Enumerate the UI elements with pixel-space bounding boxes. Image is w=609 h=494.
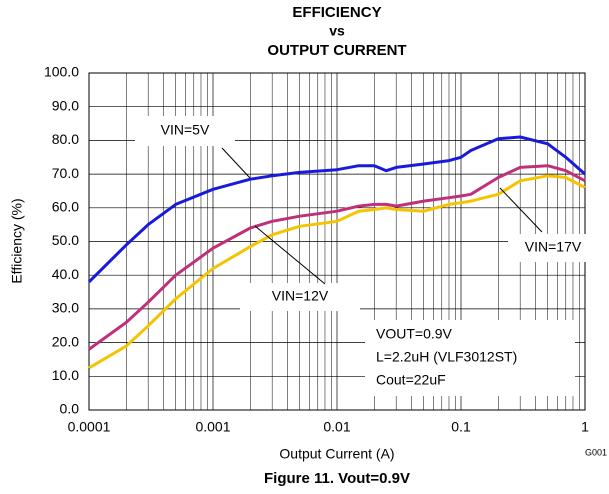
x-tick-label: 0.0001	[68, 419, 111, 435]
y-tick-label: 80.0	[52, 131, 79, 147]
x-axis-label: Output Current (A)	[279, 446, 394, 462]
y-tick-label: 60.0	[52, 199, 79, 215]
label-box	[508, 234, 588, 262]
arrow	[221, 147, 251, 179]
y-tick-label: 10.0	[52, 367, 79, 383]
y-tick-label: 100.0	[44, 64, 79, 80]
arrow	[254, 225, 326, 285]
x-tick-label: 0.001	[195, 419, 230, 435]
note-box	[365, 320, 575, 396]
caption: Figure 11. Vout=0.9V	[264, 470, 410, 487]
x-tick-label: 0.01	[323, 419, 350, 435]
series-annotation: VIN=5V	[161, 122, 210, 138]
x-tick-label: 1	[581, 419, 589, 435]
annotations: VIN=5V VIN=12V VIN=17V VOUT=0.9V L=2.2uH…	[135, 116, 588, 396]
y-tick-label: 90.0	[52, 97, 79, 113]
note: Cout=22uF	[376, 372, 446, 388]
y-axis-label: Efficiency (%)	[9, 198, 25, 283]
series-annotation: VIN=17V	[525, 239, 582, 255]
chart-title: EFFICIENCY	[292, 4, 381, 21]
note: VOUT=0.9V	[376, 326, 453, 342]
series-annotation: VIN=12V	[272, 288, 329, 304]
chart-title: OUTPUT CURRENT	[267, 42, 406, 59]
label-box	[135, 116, 235, 146]
y-tick-label: 40.0	[52, 266, 79, 282]
series-line	[87, 135, 586, 283]
y-tick-label: 70.0	[52, 165, 79, 181]
y-tick-label: 50.0	[52, 232, 79, 248]
series-line	[88, 174, 586, 370]
y-tick-label: 20.0	[52, 333, 79, 349]
plot-area: 0.010.020.030.040.050.060.070.080.090.01…	[44, 64, 589, 435]
figure-id: G001	[585, 447, 607, 457]
x-tick-label: 0.1	[451, 419, 471, 435]
label-box	[240, 283, 360, 311]
chart-title: vs	[329, 23, 345, 39]
y-tick-label: 0.0	[60, 401, 80, 417]
arrow	[499, 187, 543, 233]
series-line	[88, 164, 586, 351]
y-tick-label: 30.0	[52, 300, 79, 316]
note: L=2.2uH (VLF3012ST)	[376, 349, 517, 365]
